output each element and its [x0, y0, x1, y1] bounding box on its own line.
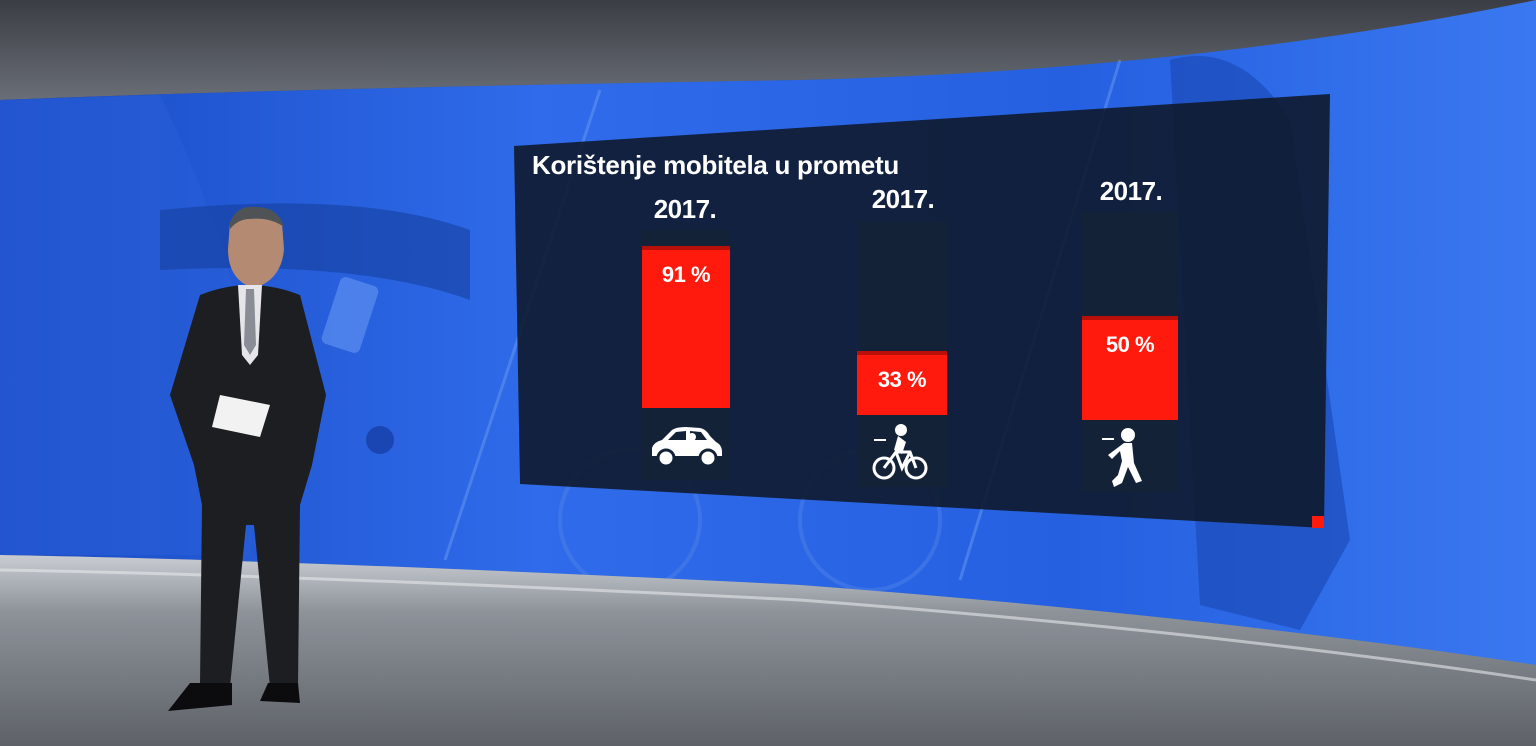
- car-icon: [652, 427, 722, 468]
- chart-title: Korištenje mobitela u prometu: [532, 150, 899, 180]
- bar-bicycle: [857, 351, 947, 415]
- category-label: 2017.: [871, 184, 935, 214]
- bar-value-label: 91 %: [661, 262, 711, 287]
- bar-pedestrian: [1082, 316, 1178, 420]
- floor: [0, 555, 1536, 746]
- bar-value-label: 50 %: [1105, 332, 1155, 357]
- bg-phone: [321, 277, 379, 353]
- category-label: 2017.: [653, 194, 717, 224]
- bar-car: [642, 246, 730, 408]
- pedestrian-icon: [1102, 428, 1142, 487]
- bar-value-label: 33 %: [877, 367, 927, 392]
- panel-corner-accent: [1312, 516, 1324, 528]
- news-presenter: [168, 206, 326, 711]
- bg-dial: [366, 426, 394, 454]
- ceiling: [0, 0, 1536, 100]
- bicycle-icon: [872, 424, 928, 480]
- category-label: 2017.: [1099, 176, 1163, 206]
